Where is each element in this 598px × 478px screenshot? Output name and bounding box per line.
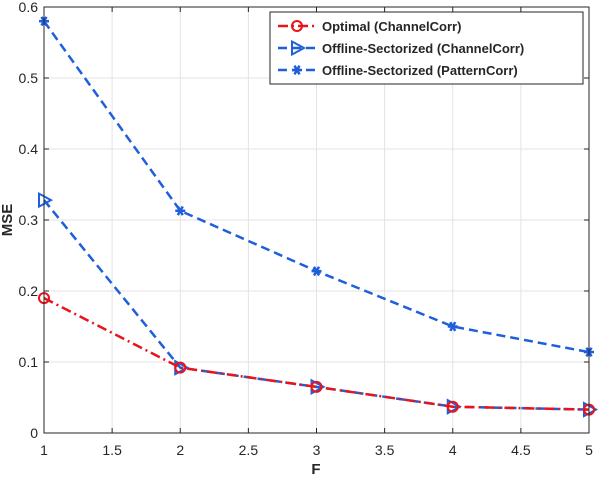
y-tick-label: 0 [30, 425, 38, 441]
asterisk-marker [175, 205, 186, 216]
circle-marker [446, 400, 459, 413]
x-tick-label: 3.5 [375, 442, 395, 458]
circle-marker [174, 361, 187, 374]
y-tick-label: 0.1 [19, 354, 39, 370]
asterisk-marker [292, 65, 302, 75]
legend-item-1: Optimal (ChannelCorr) [278, 19, 461, 34]
asterisk-marker [447, 321, 458, 332]
asterisk-stroke [312, 266, 321, 277]
asterisk-stroke [176, 205, 184, 216]
legend-item-3: Offline-Sectorized (PatternCorr) [278, 63, 518, 78]
x-tick-label: 2 [176, 442, 184, 458]
y-axis-label: MSE [0, 204, 16, 237]
circle-marker [291, 20, 303, 32]
triangle-marker [38, 191, 54, 209]
series-line [43, 296, 590, 411]
legend-item-2: Offline-Sectorized (ChannelCorr) [278, 39, 524, 57]
triangle-marker [291, 39, 307, 57]
x-tick-label: 5 [585, 442, 593, 458]
series-2 [38, 191, 598, 418]
x-tick-label: 2.5 [239, 442, 259, 458]
y-tick-label: 0.6 [19, 0, 39, 15]
grid [44, 7, 589, 433]
y-tick-label: 0.4 [19, 141, 39, 157]
legend-box [269, 11, 584, 85]
series-layer [38, 16, 598, 418]
y-tick-label: 0.3 [19, 212, 39, 228]
y-tick-label: 0.2 [19, 283, 39, 299]
y-tick-label: 0.5 [19, 70, 39, 86]
asterisk-marker [311, 266, 322, 277]
circle-marker [310, 380, 323, 393]
asterisk-stroke [293, 65, 301, 75]
x-axis-label: F [311, 461, 320, 478]
x-tick-label: 4.5 [511, 442, 531, 458]
legend: Optimal (ChannelCorr) Offline-Sectorized … [269, 11, 584, 85]
legend-label: Optimal (ChannelCorr) [322, 19, 461, 34]
legend-label: Offline-Sectorized (PatternCorr) [322, 63, 518, 78]
x-tick-label: 3 [313, 442, 321, 458]
x-tick-label: 1 [40, 442, 48, 458]
series-line [43, 199, 590, 411]
x-tick-label: 1.5 [102, 442, 122, 458]
series-1 [38, 292, 595, 416]
legend-label: Offline-Sectorized (ChannelCorr) [322, 41, 524, 56]
x-tick-label: 4 [449, 442, 457, 458]
axis-ticks: 1 1.5 2 2.5 3 3.5 4 4.5 5 0 0.1 0.2 0.3 0.4 0.5 0.6 [19, 0, 594, 458]
asterisk-stroke [449, 321, 457, 332]
